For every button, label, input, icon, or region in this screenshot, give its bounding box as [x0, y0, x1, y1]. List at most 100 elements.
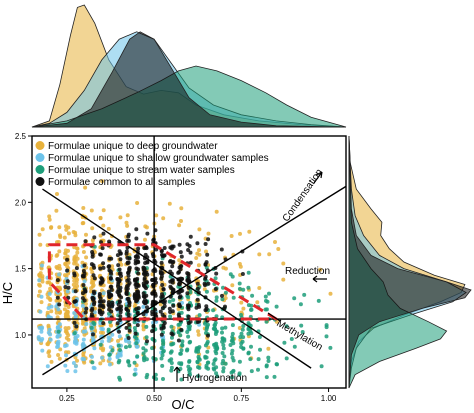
data-point [109, 284, 114, 289]
data-point [98, 252, 103, 257]
data-point [266, 346, 271, 351]
data-point [106, 264, 111, 269]
data-point [73, 369, 78, 374]
data-point [237, 281, 242, 286]
data-point [46, 314, 51, 319]
data-point [37, 337, 42, 342]
data-point [55, 253, 60, 257]
data-point [92, 265, 97, 270]
data-point [214, 209, 219, 214]
data-point [319, 364, 324, 369]
data-point [89, 286, 94, 291]
data-point [222, 354, 227, 359]
data-point [117, 329, 121, 334]
data-point [171, 298, 176, 302]
data-point [178, 276, 183, 281]
data-point [109, 309, 114, 314]
data-point [214, 347, 219, 352]
data-point [266, 355, 271, 360]
data-point [170, 264, 175, 269]
data-point [116, 306, 121, 311]
data-point [91, 296, 96, 301]
data-point [136, 294, 141, 299]
data-point [81, 283, 86, 288]
data-point [185, 330, 190, 334]
data-point [99, 312, 104, 317]
data-point [98, 361, 103, 366]
data-point [126, 234, 131, 239]
data-point [124, 286, 129, 291]
data-point [57, 249, 62, 254]
legend-swatch-2 [35, 165, 45, 174]
data-point [72, 278, 77, 283]
data-point [185, 348, 189, 353]
data-point [37, 289, 42, 294]
data-point [106, 335, 111, 340]
data-point [249, 369, 254, 374]
data-point [143, 348, 148, 353]
data-point [65, 289, 70, 294]
data-point [177, 361, 182, 366]
annotation-hydrogenation: Hydrogenation [173, 366, 247, 384]
data-point [196, 332, 201, 337]
data-point [202, 281, 207, 286]
data-point [284, 356, 289, 361]
data-point [108, 276, 113, 280]
data-point [48, 332, 53, 337]
data-point [203, 321, 207, 326]
data-point [171, 303, 176, 308]
data-point [197, 313, 202, 318]
data-point [80, 296, 85, 301]
data-point [55, 341, 60, 346]
legend-swatch-3 [35, 177, 45, 186]
data-point [116, 292, 121, 297]
data-point [188, 319, 193, 324]
data-point [161, 349, 165, 354]
data-point [107, 352, 112, 357]
data-point [220, 297, 225, 302]
data-point [118, 348, 122, 352]
data-point [237, 286, 242, 291]
data-point [160, 283, 165, 287]
data-point [159, 332, 164, 337]
data-point [58, 347, 63, 352]
data-point [63, 329, 68, 334]
data-point [117, 300, 122, 304]
data-point [265, 299, 270, 304]
data-point [124, 292, 129, 296]
data-point [241, 324, 246, 328]
data-point [161, 287, 166, 291]
data-point [107, 293, 112, 298]
data-point [258, 347, 262, 352]
data-point [119, 262, 124, 267]
data-point [116, 284, 120, 289]
data-point [107, 304, 112, 309]
data-point [101, 265, 106, 270]
data-point [169, 324, 174, 329]
data-point [47, 217, 52, 222]
reduction-arrow-icon [312, 275, 327, 283]
data-point [177, 322, 182, 327]
data-point [98, 321, 103, 326]
data-point [188, 260, 193, 265]
data-point [211, 362, 216, 366]
data-point [230, 348, 235, 353]
annotation-reduction: Reduction [285, 266, 330, 283]
data-point [83, 185, 88, 190]
data-point [55, 325, 60, 329]
data-point [167, 306, 172, 311]
data-point [141, 291, 146, 296]
data-point [302, 292, 307, 297]
data-point [101, 231, 106, 236]
data-point [197, 248, 201, 253]
data-point [214, 341, 219, 346]
data-point [230, 283, 235, 288]
data-point [204, 289, 209, 294]
data-point [47, 354, 52, 359]
data-point [221, 265, 226, 270]
data-point [263, 294, 268, 299]
data-point [142, 277, 147, 282]
data-point [63, 344, 67, 348]
data-point [125, 296, 130, 301]
data-point [108, 323, 113, 328]
